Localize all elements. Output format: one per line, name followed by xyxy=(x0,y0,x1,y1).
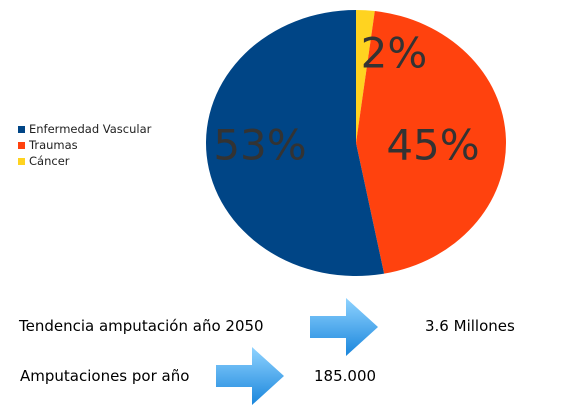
legend-item-vascular: Enfermedad Vascular xyxy=(18,121,151,137)
yearly-label: Amputaciones por año xyxy=(20,367,190,385)
legend-label-vascular: Enfermedad Vascular xyxy=(29,122,152,136)
slice-label-vascular: 53% xyxy=(213,121,306,170)
slice-label-traumas: 45% xyxy=(386,121,479,170)
pie-slice-cancer xyxy=(356,10,375,143)
arrow-right-icon xyxy=(310,298,378,356)
pie-slice-traumas xyxy=(356,11,506,274)
trend-label: Tendencia amputación año 2050 xyxy=(19,317,264,335)
trend-value: 3.6 Millones xyxy=(425,317,515,335)
legend-item-cancer: Cáncer xyxy=(18,153,151,169)
yearly-value: 185.000 xyxy=(314,367,377,385)
legend-label-cancer: Cáncer xyxy=(29,154,70,168)
pie-chart: 2% 45% 53% xyxy=(205,10,506,276)
arrow-right-icon xyxy=(216,347,284,405)
legend-label-traumas: Traumas xyxy=(29,138,78,152)
slice-label-cancer: 2% xyxy=(361,29,428,78)
legend-swatch-traumas xyxy=(18,141,25,149)
legend-swatch-vascular xyxy=(18,125,25,133)
legend: Enfermedad Vascular Traumas Cáncer xyxy=(18,121,151,169)
pie-slice-vascular xyxy=(205,10,385,276)
legend-swatch-cancer xyxy=(18,157,25,165)
legend-item-traumas: Traumas xyxy=(18,137,151,153)
